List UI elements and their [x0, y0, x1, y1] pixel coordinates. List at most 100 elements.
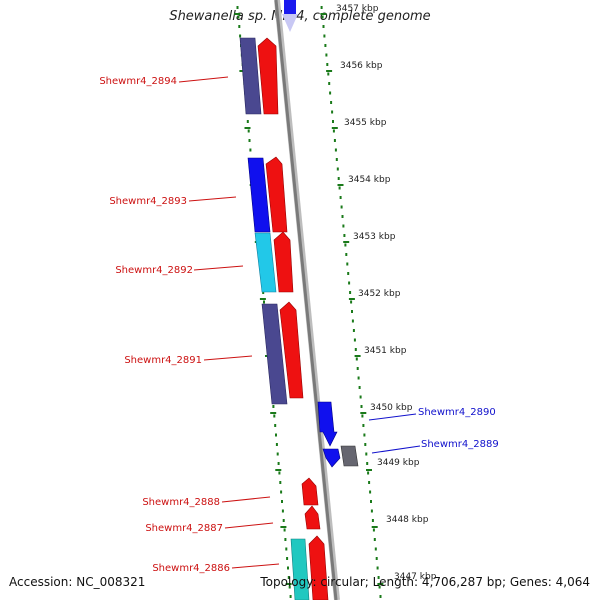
- scale-label: 3456 kbp: [340, 61, 383, 71]
- tick-mark: [340, 205, 343, 209]
- tick-mark: [334, 148, 337, 152]
- gene-label[interactable]: Shewmr4_2886: [152, 563, 230, 574]
- gene-label[interactable]: Shewmr4_2887: [145, 523, 223, 534]
- tick-mark: [351, 310, 353, 313]
- tick-mark: [249, 148, 252, 152]
- tick-mark: [372, 528, 375, 532]
- gene-top-partial[interactable]: [282, 0, 298, 32]
- gene-shewmr4-2889-right[interactable]: [340, 445, 359, 467]
- gene-shewmr4-2886-outer[interactable]: [290, 538, 310, 600]
- tick-mark: [278, 471, 281, 475]
- tick-mark: [329, 91, 332, 95]
- tick-mark: [288, 585, 291, 589]
- tick-mark: [274, 424, 277, 427]
- tick-mark: [246, 120, 249, 123]
- tick-mark: [348, 281, 351, 285]
- gene-label[interactable]: Shewmr4_2890: [418, 407, 496, 418]
- tick-mark: [284, 538, 287, 541]
- gene-label[interactable]: Shewmr4_2891: [124, 355, 202, 366]
- genome-backbone: [274, 0, 340, 600]
- tick-mark: [332, 120, 334, 123]
- gene-shewmr4-2890[interactable]: [317, 401, 338, 447]
- tick-mark: [282, 519, 285, 522]
- tick-mark: [349, 291, 352, 294]
- gene-label[interactable]: Shewmr4_2889: [421, 439, 499, 450]
- gene-shewmr4-2888[interactable]: [301, 477, 319, 506]
- major-tick: [354, 355, 361, 357]
- tick-mark: [375, 557, 378, 560]
- gene-labels: Shewmr4_2894 Shewmr4_2893 Shewmr4_2892 S…: [99, 76, 498, 574]
- tick-mark: [343, 234, 346, 237]
- gene-shewmr4-2894-outer[interactable]: [239, 37, 262, 115]
- genome-summary: Topology: circular; Length: 4,706,287 bp…: [260, 575, 590, 589]
- tick-mark: [370, 509, 373, 513]
- gene-label[interactable]: Shewmr4_2888: [142, 497, 220, 508]
- scale-label: 3449 kbp: [377, 458, 420, 468]
- tick-mark: [352, 329, 355, 332]
- tick-mark: [342, 224, 345, 228]
- scale-label: 3455 kbp: [344, 118, 387, 128]
- scale-label: 3452 kbp: [358, 289, 401, 299]
- gene-shewmr4-2889-left[interactable]: [322, 448, 341, 468]
- gene-shewmr4-2894-inner[interactable]: [257, 37, 279, 115]
- tick-mark: [337, 177, 340, 180]
- scale-label: 3457 kbp: [336, 4, 379, 14]
- tick-mark: [346, 262, 349, 266]
- major-tick: [259, 298, 266, 300]
- scale-label: 3448 kbp: [386, 515, 429, 525]
- tick-mark: [363, 433, 366, 437]
- gene-shewmr4-2892-inner[interactable]: [273, 231, 294, 293]
- tick-mark: [370, 500, 372, 503]
- tick-mark: [362, 424, 365, 427]
- tick-mark: [287, 566, 289, 570]
- tick-mark: [321, 15, 324, 19]
- tick-mark: [351, 319, 354, 323]
- accession-label: Accession: NC_008321: [9, 575, 146, 589]
- gene-shewmr4-2887[interactable]: [304, 505, 321, 530]
- tick-mark: [238, 25, 241, 28]
- tick-mark: [379, 595, 382, 598]
- tick-mark: [378, 585, 381, 589]
- tick-mark: [281, 500, 283, 503]
- tick-mark: [326, 63, 329, 66]
- tick-mark: [285, 547, 288, 551]
- scale-label: 3453 kbp: [353, 232, 396, 242]
- major-tick: [285, 583, 292, 585]
- major-tick: [270, 412, 277, 414]
- tick-mark: [275, 433, 277, 437]
- gene-shewmr4-2891-inner[interactable]: [279, 301, 304, 399]
- tick-mark: [237, 15, 240, 19]
- gene-label[interactable]: Shewmr4_2893: [109, 196, 187, 207]
- tick-mark: [272, 405, 275, 408]
- scale-label: 3454 kbp: [348, 175, 391, 185]
- tick-mark: [350, 300, 353, 304]
- tick-mark: [236, 6, 239, 9]
- tick-mark: [344, 243, 347, 247]
- gene-shewmr4-2892-outer[interactable]: [254, 232, 277, 293]
- gene-shewmr4-2891-outer[interactable]: [261, 303, 288, 405]
- gene-shewmr4-2893-inner[interactable]: [265, 156, 288, 233]
- tick-mark: [353, 338, 356, 342]
- map-title: Shewanella sp. MR-4, complete genome: [169, 9, 431, 24]
- tick-mark: [324, 44, 327, 47]
- gene-shewmr4-2893-outer[interactable]: [247, 157, 271, 233]
- tick-mark: [247, 129, 250, 133]
- tick-mark: [276, 452, 279, 456]
- gene-shewmr4-2886-inner[interactable]: [308, 535, 329, 600]
- major-tick: [360, 412, 367, 414]
- major-tick: [377, 583, 384, 585]
- tick-mark: [280, 490, 283, 494]
- tick-mark: [358, 386, 361, 389]
- tick-mark: [323, 34, 326, 38]
- tick-mark: [239, 34, 242, 38]
- gene-label[interactable]: Shewmr4_2894: [99, 76, 177, 87]
- tick-mark: [369, 490, 372, 494]
- gene-label[interactable]: Shewmr4_2892: [115, 265, 193, 276]
- tick-mark: [277, 462, 280, 465]
- major-tick: [275, 469, 282, 471]
- tick-mark: [335, 158, 338, 161]
- tick-mark: [336, 167, 339, 171]
- tick-mark: [365, 452, 368, 456]
- tick-mark: [273, 414, 276, 418]
- tick-mark: [287, 576, 290, 579]
